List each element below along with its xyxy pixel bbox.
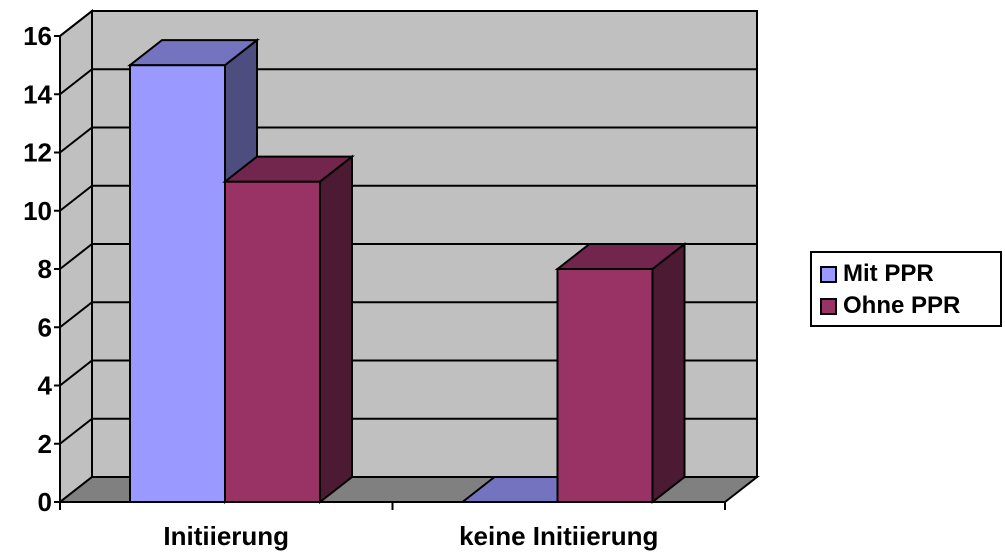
y-tick-label: 2 [38,429,52,459]
legend-label: Ohne PPR [843,292,961,319]
legend-item-mit-ppr: Mit PPR [820,260,934,288]
bar [224,180,321,503]
y-tick-label: 10 [23,196,52,226]
x-tick-labels: Initiierung keine Initiierung [163,521,658,551]
bar-side [319,154,353,505]
y-tick-labels: 0 2 4 6 8 10 12 14 16 [23,21,52,517]
bar-top [554,243,688,270]
bar [556,268,654,503]
gridline [59,68,757,96]
bar-side [651,241,686,505]
gridline [59,184,757,212]
legend: Mit PPR Ohne PPR [810,251,1002,327]
gridline [59,359,757,387]
legend-swatch [820,298,837,315]
y-tick-label: 6 [38,312,52,342]
gridline [59,243,757,270]
gridline [59,126,757,154]
gridlines [59,10,757,445]
y-tick-label: 0 [38,487,52,517]
y-tick-label: 16 [23,21,52,51]
legend-item-ohne-ppr: Ohne PPR [820,292,960,320]
y-tick-label: 14 [23,79,52,109]
legend-label: Mit PPR [843,260,934,287]
gridline [59,417,757,445]
y-tick-label: 12 [23,138,52,168]
y-tick-label: 8 [38,254,52,284]
x-tick-label: keine Initiierung [459,521,658,551]
gridline [59,301,757,329]
bar-top [222,155,355,183]
bar [129,64,226,503]
y-tick-label: 4 [38,371,53,401]
bar-top [127,39,260,67]
gridline [59,10,757,37]
axes [54,35,726,510]
x-tick-label: Initiierung [163,521,289,551]
legend-swatch [820,266,837,283]
